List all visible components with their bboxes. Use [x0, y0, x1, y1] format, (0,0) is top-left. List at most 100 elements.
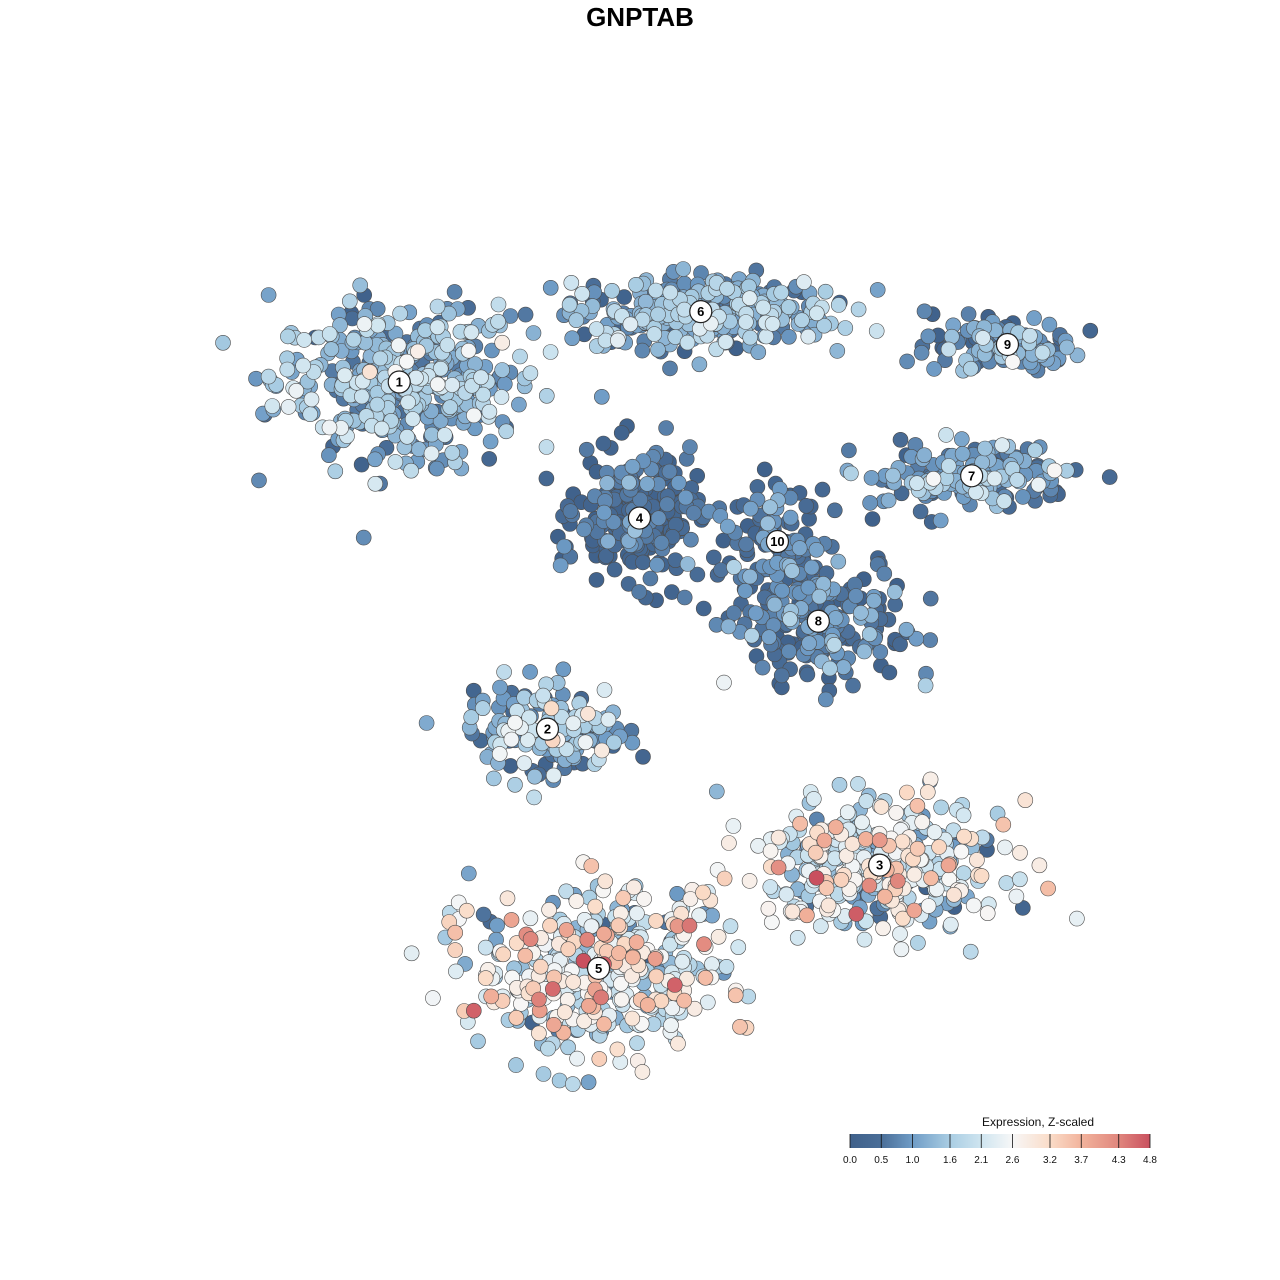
- scatter-point: [540, 1040, 556, 1057]
- scatter-point: [448, 963, 464, 980]
- scatter-point: [260, 287, 277, 303]
- scatter-point: [296, 332, 313, 348]
- scatter-point: [485, 770, 502, 787]
- scatter-point: [956, 828, 972, 845]
- scatter-point: [909, 475, 925, 492]
- scatter-point: [754, 659, 771, 676]
- scatter-point: [906, 866, 923, 883]
- cluster-label-text: 7: [968, 468, 975, 483]
- scatter-point: [833, 871, 850, 888]
- scatter-point: [624, 1010, 641, 1027]
- legend-tick-label: 4.8: [1143, 1155, 1157, 1166]
- scatter-point: [356, 316, 373, 332]
- scatter-point: [490, 313, 506, 330]
- scatter-point: [369, 396, 386, 413]
- scatter-point: [1017, 792, 1034, 809]
- scatter-point: [604, 282, 620, 299]
- scatter-point: [332, 317, 348, 333]
- scatter-point: [1082, 322, 1099, 339]
- scatter-point: [830, 297, 847, 313]
- scatter-point: [718, 958, 735, 975]
- legend-tick-label: 1.0: [906, 1155, 920, 1166]
- scatter-point: [817, 691, 834, 708]
- scatter-point: [770, 859, 787, 876]
- scatter-point: [517, 947, 534, 964]
- scatter-point: [1069, 347, 1086, 364]
- scatter-point: [538, 470, 555, 487]
- scatter-point: [595, 435, 612, 452]
- scatter-point: [551, 1072, 568, 1089]
- scatter-point: [629, 905, 645, 922]
- scatter-point: [954, 445, 971, 462]
- scatter-point: [587, 898, 604, 915]
- scatter-point: [578, 441, 595, 458]
- scatter-point: [808, 541, 825, 558]
- cluster-label-text: 10: [770, 534, 784, 549]
- scatter-point: [969, 852, 985, 868]
- scatter-point: [931, 839, 947, 855]
- scatter-point: [442, 399, 459, 416]
- cluster-label-badge: [627, 506, 652, 530]
- scatter-point: [599, 475, 616, 491]
- scatter-point: [755, 299, 772, 316]
- scatter-point: [519, 732, 536, 748]
- scatter-point: [353, 388, 370, 405]
- scatter-point: [916, 447, 933, 464]
- scatter-point: [830, 553, 847, 570]
- scatter-point: [432, 360, 449, 377]
- scatter-point: [647, 282, 664, 299]
- scatter-point: [926, 361, 942, 377]
- legend-colorbar: [850, 1134, 1150, 1148]
- scatter-point: [1034, 344, 1051, 361]
- scatter-point: [940, 341, 957, 358]
- scatter-point: [670, 1035, 686, 1052]
- scatter-point: [893, 941, 910, 958]
- scatter-point: [593, 989, 609, 1006]
- scatter-point: [636, 891, 652, 907]
- scatter-point: [730, 939, 747, 956]
- scatter-point: [685, 505, 702, 521]
- scatter-point: [658, 420, 674, 436]
- scatter-point: [738, 314, 754, 330]
- scatter-point: [1030, 476, 1047, 493]
- scatter-point: [650, 306, 666, 323]
- scatter-point: [522, 664, 538, 680]
- cluster-label-3: 3: [868, 853, 892, 877]
- scatter-point: [628, 276, 644, 293]
- scatter-point: [708, 783, 725, 800]
- scatter-point: [925, 470, 942, 487]
- scatter-point: [759, 515, 776, 532]
- cluster-label-badge: [765, 529, 790, 554]
- scatter-point: [613, 425, 630, 441]
- scatter-point: [762, 499, 778, 516]
- scatter-point: [659, 496, 675, 513]
- scatter-point: [545, 1017, 562, 1033]
- scatter-point: [727, 987, 744, 1004]
- scatter-point: [885, 467, 901, 484]
- scatter-point: [770, 829, 787, 846]
- scatter-point: [264, 398, 281, 414]
- scatter-point: [831, 776, 848, 793]
- legend: Expression, Z-scaled 0.0 0.5 1.0 1.6 2.1 2.6 3…: [843, 1115, 1157, 1166]
- scatter-point: [447, 924, 464, 941]
- scatter-point: [579, 931, 596, 948]
- scatter-point: [463, 709, 480, 726]
- scatter-point: [764, 316, 781, 332]
- scatter-point: [863, 470, 880, 486]
- scatter-point: [1015, 489, 1031, 505]
- scatter-point: [280, 399, 297, 415]
- scatter-point: [600, 533, 616, 550]
- scatter-point: [565, 715, 582, 732]
- chart-title: GNPTAB: [586, 2, 694, 32]
- scatter-point: [425, 990, 441, 1006]
- scatter-point: [475, 906, 492, 923]
- scatter-point: [803, 559, 820, 576]
- scatter-point: [801, 635, 817, 652]
- scatter-point: [611, 945, 627, 961]
- scatter-point: [816, 317, 832, 334]
- scatter-point: [460, 865, 477, 882]
- scatter-point: [845, 677, 861, 694]
- scatter-point: [686, 1000, 703, 1017]
- scatter-point: [353, 456, 370, 473]
